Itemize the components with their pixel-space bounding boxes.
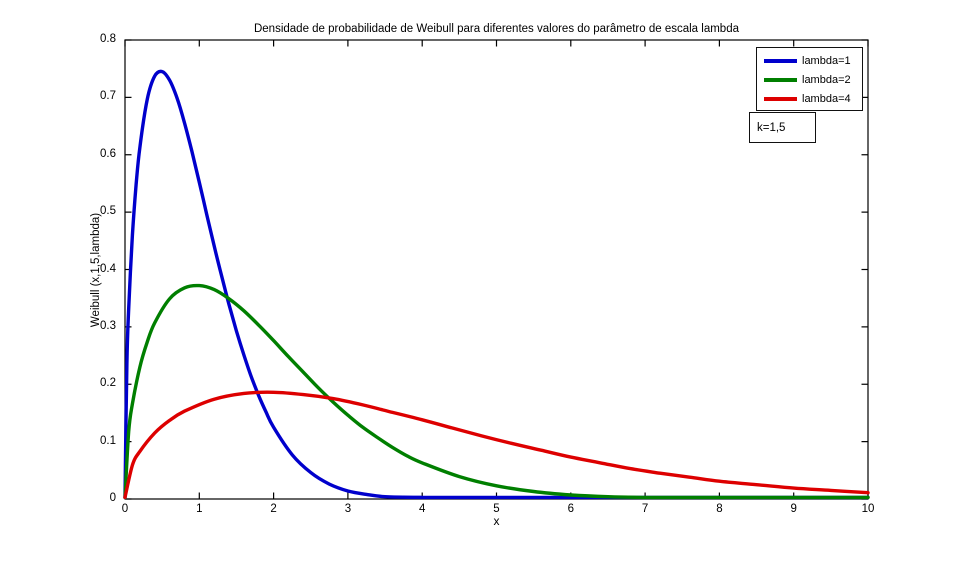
y-tick-label: 0.8	[100, 33, 116, 45]
legend-line-swatch	[764, 58, 797, 63]
y-tick-label: 0.6	[100, 147, 116, 160]
x-tick-label: 8	[716, 503, 723, 515]
x-tick-label: 4	[418, 503, 426, 515]
y-tick-label: 0.5	[100, 205, 116, 218]
y-tick-label: 0.4	[100, 262, 116, 275]
y-tick-label: 0.2	[100, 377, 116, 390]
x-tick-label: 9	[790, 503, 797, 515]
x-tick-label: 7	[641, 503, 649, 515]
x-tick-label: 5	[493, 503, 500, 515]
x-axis-label: x	[493, 514, 500, 528]
legend-label: lambda=1	[802, 54, 851, 67]
curve-lambda=2	[123, 283, 870, 500]
x-tick-label: 0	[121, 503, 129, 515]
x-tick-label: 1	[196, 503, 203, 515]
y-tick-label: 0.7	[100, 90, 116, 103]
legend-label: lambda=2	[802, 73, 851, 86]
y-tick-label: 0.1	[100, 434, 116, 447]
legend-item: lambda=4	[757, 89, 862, 108]
curve-lambda=1	[123, 69, 870, 500]
curve-lambda=4	[123, 390, 870, 500]
legend-line-swatch	[764, 77, 797, 82]
x-tick-label: 3	[344, 503, 352, 515]
y-tick-label: 0.3	[100, 319, 116, 332]
legend: lambda=1 lambda=2 lambda=4	[756, 47, 863, 111]
y-tick-label: 0	[109, 492, 116, 504]
x-tick-label: 6	[567, 503, 574, 515]
x-tick-label: 10	[861, 503, 875, 515]
chart-title: Densidade de probabilidade de Weibull pa…	[253, 23, 739, 35]
legend-label: lambda=4	[802, 92, 851, 105]
k-annotation-text: k=1,5	[757, 121, 786, 134]
x-tick-label: 2	[270, 503, 277, 515]
legend-line-swatch	[764, 96, 797, 101]
k-annotation-box: k=1,5	[749, 112, 816, 143]
legend-item: lambda=2	[757, 70, 862, 89]
legend-item: lambda=1	[757, 51, 862, 70]
